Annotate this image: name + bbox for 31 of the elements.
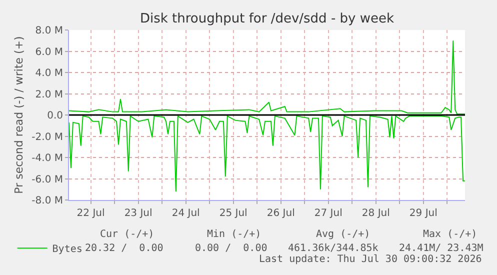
- text: Cur (-/+): [100, 229, 154, 240]
- text: 24.41M/ 23.43M: [399, 243, 484, 254]
- x-tick-label: 27 Jul: [314, 208, 342, 219]
- y-tick-label: 6.0 M: [35, 46, 63, 58]
- text: Last update: Thu Jul 30 09:00:32 2026: [259, 254, 482, 265]
- y-axis-title: Pr second read (-) / write (+): [12, 36, 26, 194]
- legend-label: Bytes: [52, 244, 82, 256]
- x-tick-label: 29 Jul: [409, 208, 438, 219]
- text: 0.00 / 0.00: [195, 243, 268, 254]
- x-tick-label: 28 Jul: [362, 208, 390, 219]
- y-tick-label: 4.0 M: [35, 68, 63, 79]
- y-tick-label: 0.0: [47, 110, 63, 122]
- x-tick-label: 25 Jul: [219, 208, 248, 219]
- x-tick-label: 22 Jul: [76, 208, 105, 219]
- y-tick-label: -2.0 M: [32, 132, 63, 143]
- y-tick-label: -6.0 M: [32, 174, 63, 186]
- y-tick-label: -4.0 M: [32, 153, 63, 164]
- line-series: [69, 116, 465, 192]
- y-tick-label: -8.0 M: [32, 196, 63, 206]
- x-tick-label: 24 Jul: [172, 208, 200, 219]
- line-series: [69, 40, 465, 114]
- text: 20.32 / 0.00: [85, 243, 164, 254]
- text: 461.36k/344.85k: [288, 243, 378, 254]
- text: Max (-/+): [423, 229, 478, 240]
- x-tick-label: 23 Jul: [124, 208, 152, 219]
- y-tick-label: 8.0 M: [35, 26, 63, 36]
- text: Min (-/+): [207, 229, 262, 240]
- y-tick-label: 2.0 M: [35, 89, 63, 100]
- x-tick-label: 26 Jul: [266, 208, 295, 219]
- chart-title: Disk throughput for /dev/sdd - by week: [140, 12, 394, 27]
- text: Avg (-/+): [316, 229, 370, 240]
